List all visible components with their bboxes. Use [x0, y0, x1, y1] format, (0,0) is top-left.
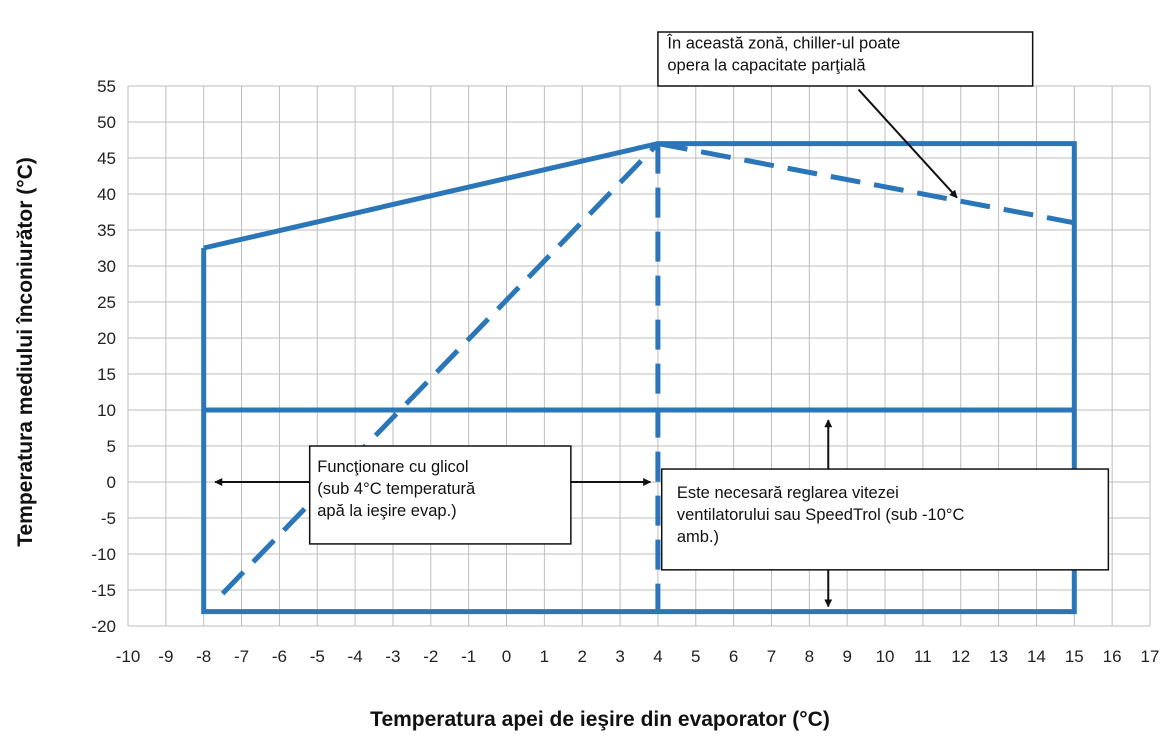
x-tick-label: 17	[1141, 647, 1160, 666]
y-tick-label: 45	[97, 149, 116, 168]
x-tick-label: -10	[116, 647, 141, 666]
x-tick-label: -6	[272, 647, 287, 666]
y-tick-label: 10	[97, 401, 116, 420]
annotation-box	[660, 468, 1110, 571]
y-tick-label: 20	[97, 329, 116, 348]
x-tick-label: -1	[461, 647, 476, 666]
x-tick-label: 5	[691, 647, 700, 666]
x-tick-label: -4	[348, 647, 363, 666]
y-tick-label: 35	[97, 221, 116, 240]
x-tick-label: 14	[1027, 647, 1046, 666]
x-tick-label: 3	[615, 647, 624, 666]
y-tick-label: 40	[97, 185, 116, 204]
x-tick-label: 1	[540, 647, 549, 666]
x-axis-title: Temperatura apei de ieşire din evaporato…	[370, 708, 830, 731]
annotation-text: Este necesară reglarea vitezei	[677, 484, 899, 502]
annotation-text: În această zonă, chiller-ul poate	[666, 34, 900, 53]
series-line-dashed	[220, 141, 660, 596]
x-tick-label: -8	[196, 647, 211, 666]
y-tick-label: 55	[97, 77, 116, 96]
annotation-text: opera la capacitate parţială	[667, 57, 866, 75]
x-tick-label: -3	[385, 647, 400, 666]
x-tick-label: 8	[805, 647, 814, 666]
annotation-text: ventilatorului sau SpeedTrol (sub -10°C	[677, 506, 965, 524]
y-tick-label: -5	[101, 509, 116, 528]
x-tick-label: 0	[502, 647, 511, 666]
annotation-text: (sub 4°C temperatură	[317, 480, 476, 498]
x-tick-label: 2	[577, 647, 586, 666]
x-tick-label: 4	[653, 647, 662, 666]
annotation-boxes: În această zonă, chiller-ul poate opera l…	[214, 31, 1110, 608]
series-line-dashed	[657, 141, 1075, 226]
x-tick-label: -9	[158, 647, 173, 666]
y-tick-label: 30	[97, 257, 116, 276]
y-tick-label: -20	[91, 617, 116, 636]
x-tick-label: 12	[951, 647, 970, 666]
x-tick-label: 15	[1065, 647, 1084, 666]
y-tick-label: 0	[107, 473, 116, 492]
x-tick-label: 13	[989, 647, 1008, 666]
annotation-arrow	[857, 88, 958, 199]
y-tick-label: -15	[91, 581, 116, 600]
series-lines	[201, 141, 1077, 615]
x-tick-label: -5	[310, 647, 325, 666]
y-tick-label: 50	[97, 113, 116, 132]
y-tick-label: -10	[91, 545, 116, 564]
annotation-text: amb.)	[677, 528, 719, 546]
x-tick-label: -7	[234, 647, 249, 666]
y-axis-title: Temperatura mediului înconiurător (°C)	[14, 157, 37, 547]
annotation-text: apă la ieşire evap.)	[317, 502, 456, 520]
annotation-box	[308, 445, 572, 545]
x-tick-label: 11	[914, 647, 932, 666]
x-tick-label: 7	[767, 647, 776, 666]
x-tick-labels: -10 -9 -8 -7 -6 -5 -4 -3 -2 -1 0 1 2 3 4 5 6 7 8 9 10 11 12 13 1…	[116, 647, 1160, 666]
x-tick-label: 16	[1103, 647, 1122, 666]
y-tick-label: 25	[97, 293, 116, 312]
y-tick-label: 5	[107, 437, 116, 456]
x-tick-label: 10	[876, 647, 895, 666]
x-tick-label: -2	[423, 647, 438, 666]
annotation-box	[657, 31, 1034, 87]
series-line-solid	[201, 141, 1077, 615]
x-tick-label: 9	[842, 647, 851, 666]
annotation-text: Funcţionare cu glicol	[317, 458, 468, 476]
x-tick-label: 6	[729, 647, 738, 666]
y-tick-label: 15	[97, 365, 116, 384]
